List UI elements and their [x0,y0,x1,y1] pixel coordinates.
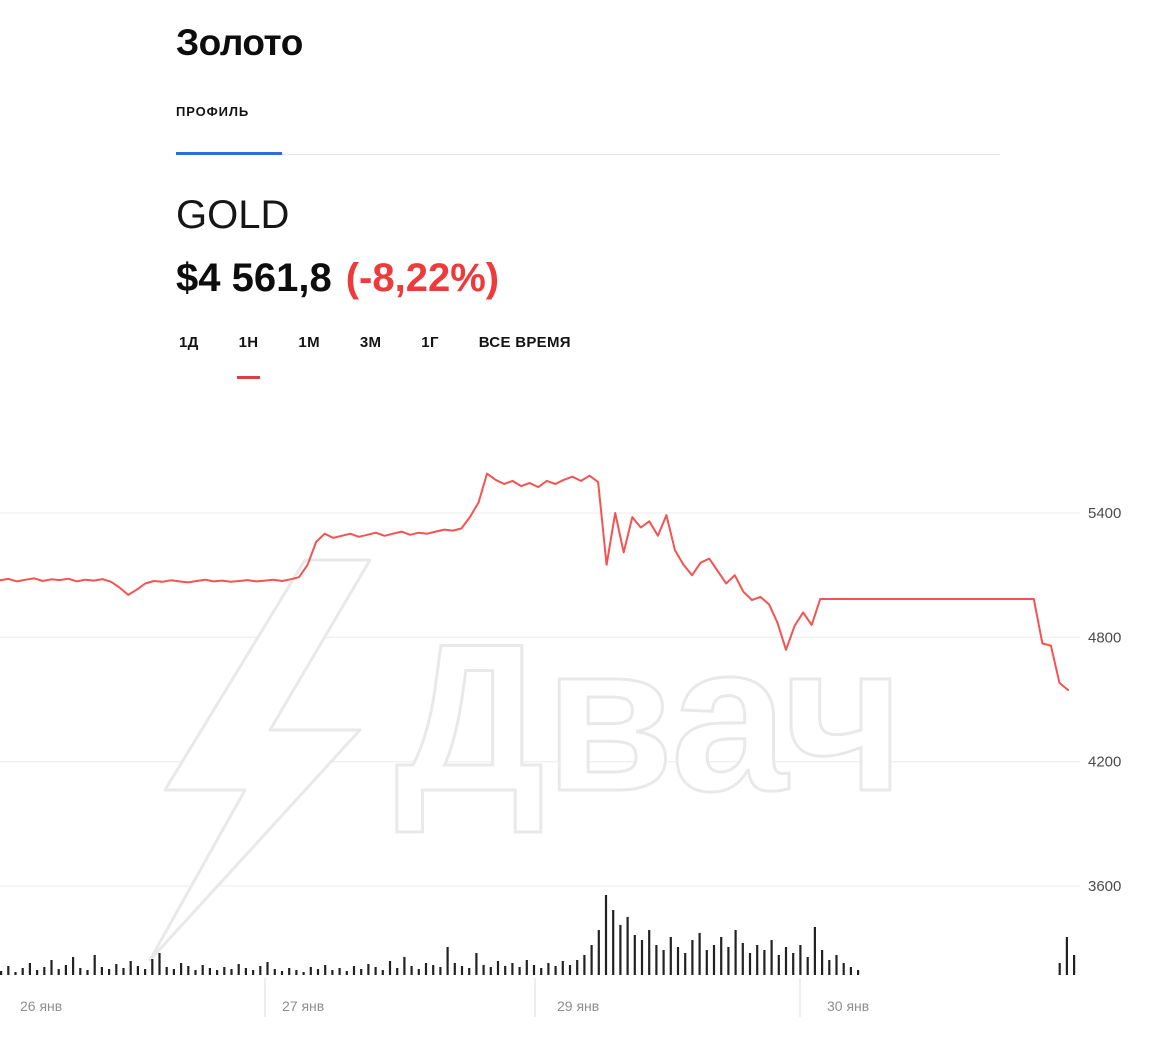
x-axis-date-label: 26 янв [20,998,62,1014]
period-tab-1w[interactable]: 1Н [236,334,261,379]
period-tab-1y[interactable]: 1Г [421,334,439,351]
period-tab-all[interactable]: ВСЕ ВРЕМЯ [478,334,571,351]
gridlines [0,512,1080,887]
y-axis-tick-label: 3600 [1088,878,1121,895]
instrument-name: GOLD [176,193,290,237]
y-axis-tick-label: 4800 [1088,629,1121,646]
price-row: $4 561,8 (-8,22%) [176,256,499,301]
x-axis-date-label: 27 янв [282,998,324,1014]
tab-profile-active-underline [176,152,282,155]
watermark-lightning-icon [148,558,372,962]
volume-bars [0,895,1076,975]
watermark: Двач [148,558,906,962]
page-title: Золото [176,22,303,63]
header-divider [176,154,1000,155]
price-chart: 5400 4800 4200 3600 Двач 26 янв 27 янв 29 янв 30… [0,400,1158,1038]
period-tab-1d[interactable]: 1Д [179,334,199,351]
x-axis-separators [264,978,801,1017]
watermark-text: Двач [395,600,904,835]
x-axis-date-label: 29 янв [557,998,599,1014]
y-axis-tick-label: 4200 [1088,754,1121,771]
price-change: (-8,22%) [345,256,500,300]
tab-profile[interactable]: ПРОФИЛЬ [176,104,250,119]
price-chart-svg: 5400 4800 4200 3600 Двач 26 янв 27 янв 29 янв 30… [0,472,1121,1017]
price-value: $4 561,8 [176,256,332,300]
price-line [0,472,1069,691]
y-axis-tick-label: 5400 [1088,505,1121,522]
x-axis-labels: 26 янв 27 янв 29 янв 30 янв [20,998,869,1014]
x-axis-date-label: 30 янв [827,998,869,1014]
period-tab-1m[interactable]: 1М [298,334,320,351]
period-tab-3m[interactable]: 3М [359,334,382,351]
period-tabs: 1Д 1Н 1М 3М 1Г ВСЕ ВРЕМЯ [179,334,571,379]
y-axis-labels: 5400 4800 4200 3600 [1088,505,1121,895]
